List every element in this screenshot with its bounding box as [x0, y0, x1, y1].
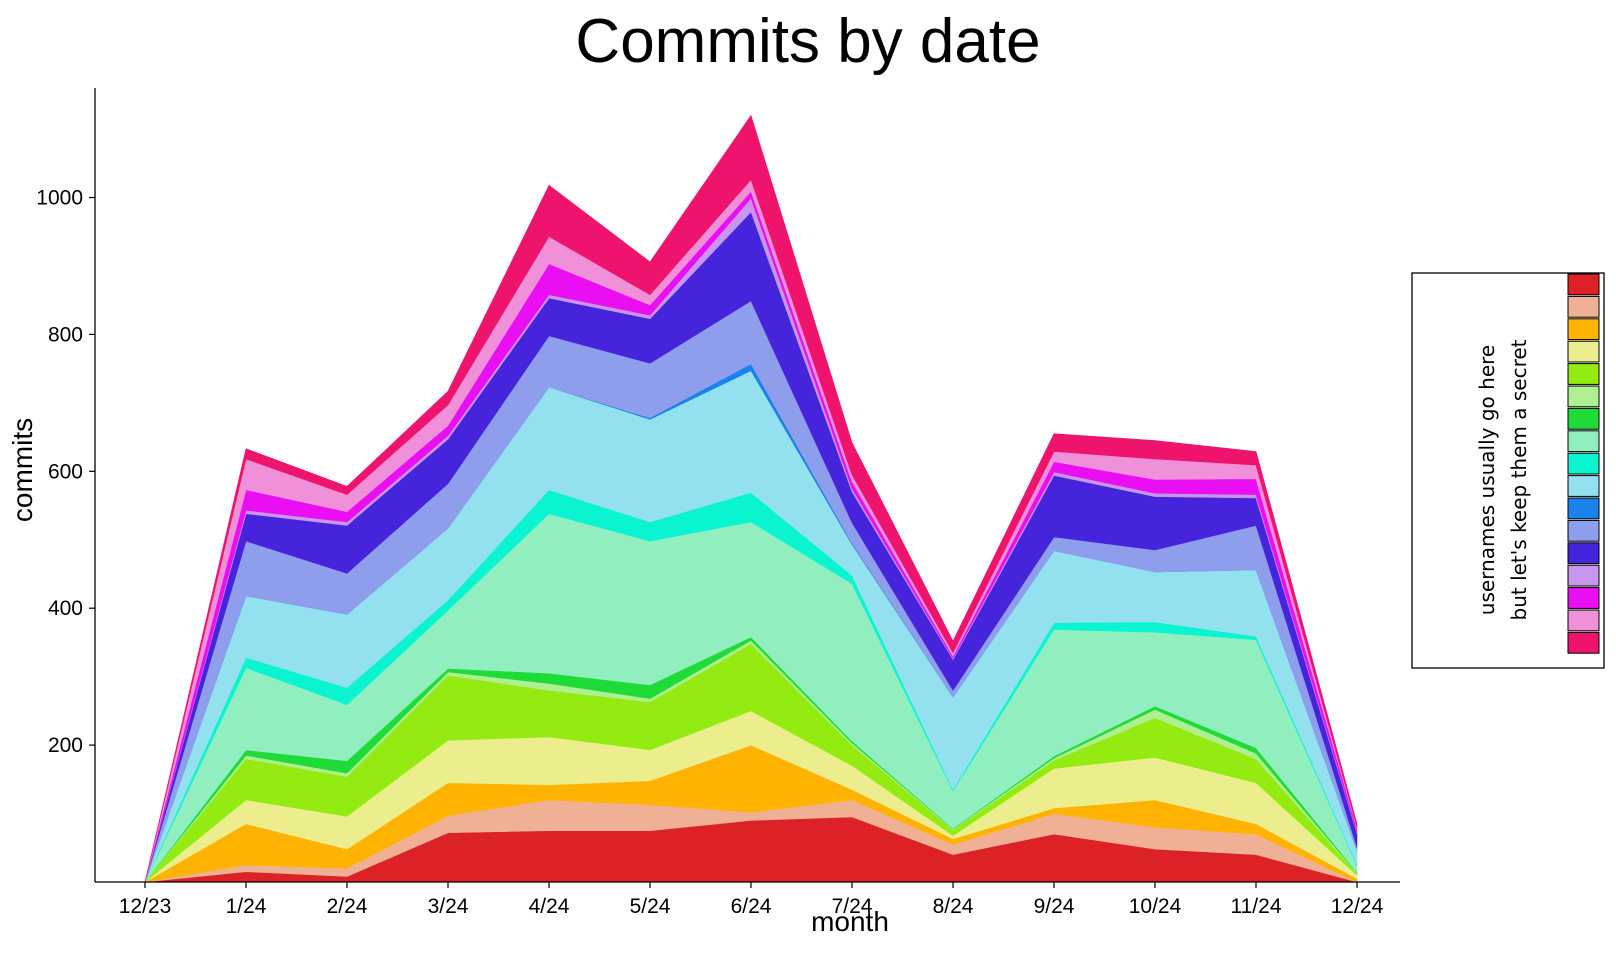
legend-keys [1567, 273, 1600, 654]
area-series-group [144, 115, 1358, 883]
legend-key-10 [1567, 475, 1600, 497]
x-tick-label: 12/23 [119, 895, 172, 918]
legend-key-7 [1567, 407, 1600, 430]
x-tick-label: 7/24 [832, 895, 873, 918]
x-tick-label: 3/24 [428, 895, 469, 918]
y-tick-label: 200 [48, 734, 83, 757]
x-tick-label: 9/24 [1034, 895, 1075, 918]
y-tick-label: 600 [48, 460, 83, 483]
legend-key-5 [1567, 363, 1600, 385]
legend-key-4 [1567, 340, 1600, 363]
legend-key-2 [1567, 295, 1600, 318]
axes: 200 400 600 800 1000 12/23 1/24 2/24 3/24 4/24 5/2… [36, 88, 1400, 918]
legend-key-11 [1567, 497, 1600, 520]
legend-title-line-1: usernames usually go here [1475, 345, 1499, 615]
legend-key-12 [1567, 519, 1600, 542]
y-axis-title: commits [7, 418, 38, 522]
x-tick-label: 5/24 [630, 895, 671, 918]
y-tick-label: 1000 [36, 187, 83, 210]
y-tick-label: 400 [48, 597, 83, 620]
y-tick-label: 800 [48, 323, 83, 346]
chart-title: Commits by date [575, 7, 1040, 76]
legend-key-8 [1567, 430, 1600, 453]
legend-key-17 [1567, 631, 1600, 654]
x-tick-label: 10/24 [1129, 895, 1182, 918]
legend-key-14 [1567, 564, 1600, 587]
x-tick-label: 11/24 [1231, 895, 1282, 918]
x-tick-label: 2/24 [327, 895, 368, 918]
legend-key-16 [1567, 609, 1600, 632]
x-tick-label: 8/24 [933, 895, 974, 918]
legend-key-3 [1567, 318, 1600, 341]
x-tick-label: 6/24 [731, 895, 772, 918]
legend-key-9 [1567, 452, 1600, 475]
legend-title-line-2: but let's keep them a secret [1507, 339, 1531, 620]
x-axis-title: month [811, 906, 889, 937]
legend-key-15 [1567, 587, 1600, 609]
legend: usernames usually go here but let's keep… [1411, 272, 1605, 669]
area-series-17 [144, 115, 1358, 883]
legend-key-6 [1567, 385, 1600, 408]
x-tick-label: 12/24 [1331, 895, 1384, 918]
legend-key-13 [1567, 542, 1600, 565]
x-tick-label: 1/24 [226, 895, 267, 918]
legend-key-1 [1567, 273, 1600, 296]
legend-title: usernames usually go here but let's keep… [1475, 339, 1531, 620]
x-tick-label: 4/24 [529, 895, 570, 918]
